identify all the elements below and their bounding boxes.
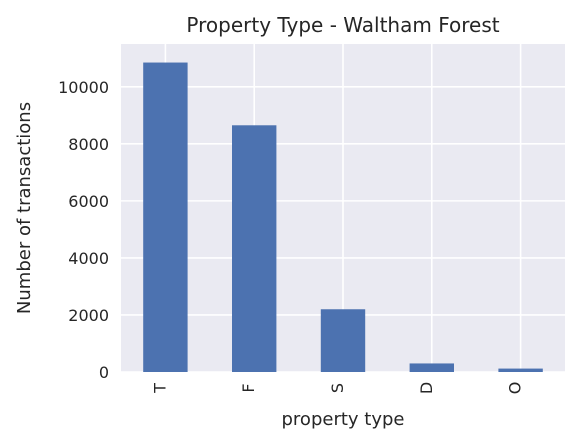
x-tick-label: F <box>239 383 258 392</box>
y-tick-label: 10000 <box>58 78 109 97</box>
y-tick-label: 8000 <box>68 135 109 154</box>
y-axis-label: Number of transactions <box>14 102 35 314</box>
x-tick-label: T <box>150 383 169 394</box>
y-tick-labels: 0 2000 4000 6000 8000 10000 <box>58 78 109 382</box>
bar-d <box>409 363 454 372</box>
x-tick-label: O <box>506 382 525 395</box>
x-tick-label: D <box>417 382 436 394</box>
x-tick-label: S <box>328 383 347 393</box>
bar-s <box>320 309 366 372</box>
y-tick-label: 2000 <box>68 306 109 325</box>
bar-t <box>143 62 188 373</box>
x-axis-label: property type <box>282 409 405 430</box>
chart-title: Property Type - Waltham Forest <box>186 13 499 37</box>
y-tick-label: 0 <box>99 363 109 382</box>
bars <box>143 62 543 373</box>
y-tick-label: 6000 <box>68 192 109 211</box>
y-tick-label: 4000 <box>68 249 109 268</box>
bar-f <box>232 125 277 372</box>
bar-o <box>498 368 543 372</box>
